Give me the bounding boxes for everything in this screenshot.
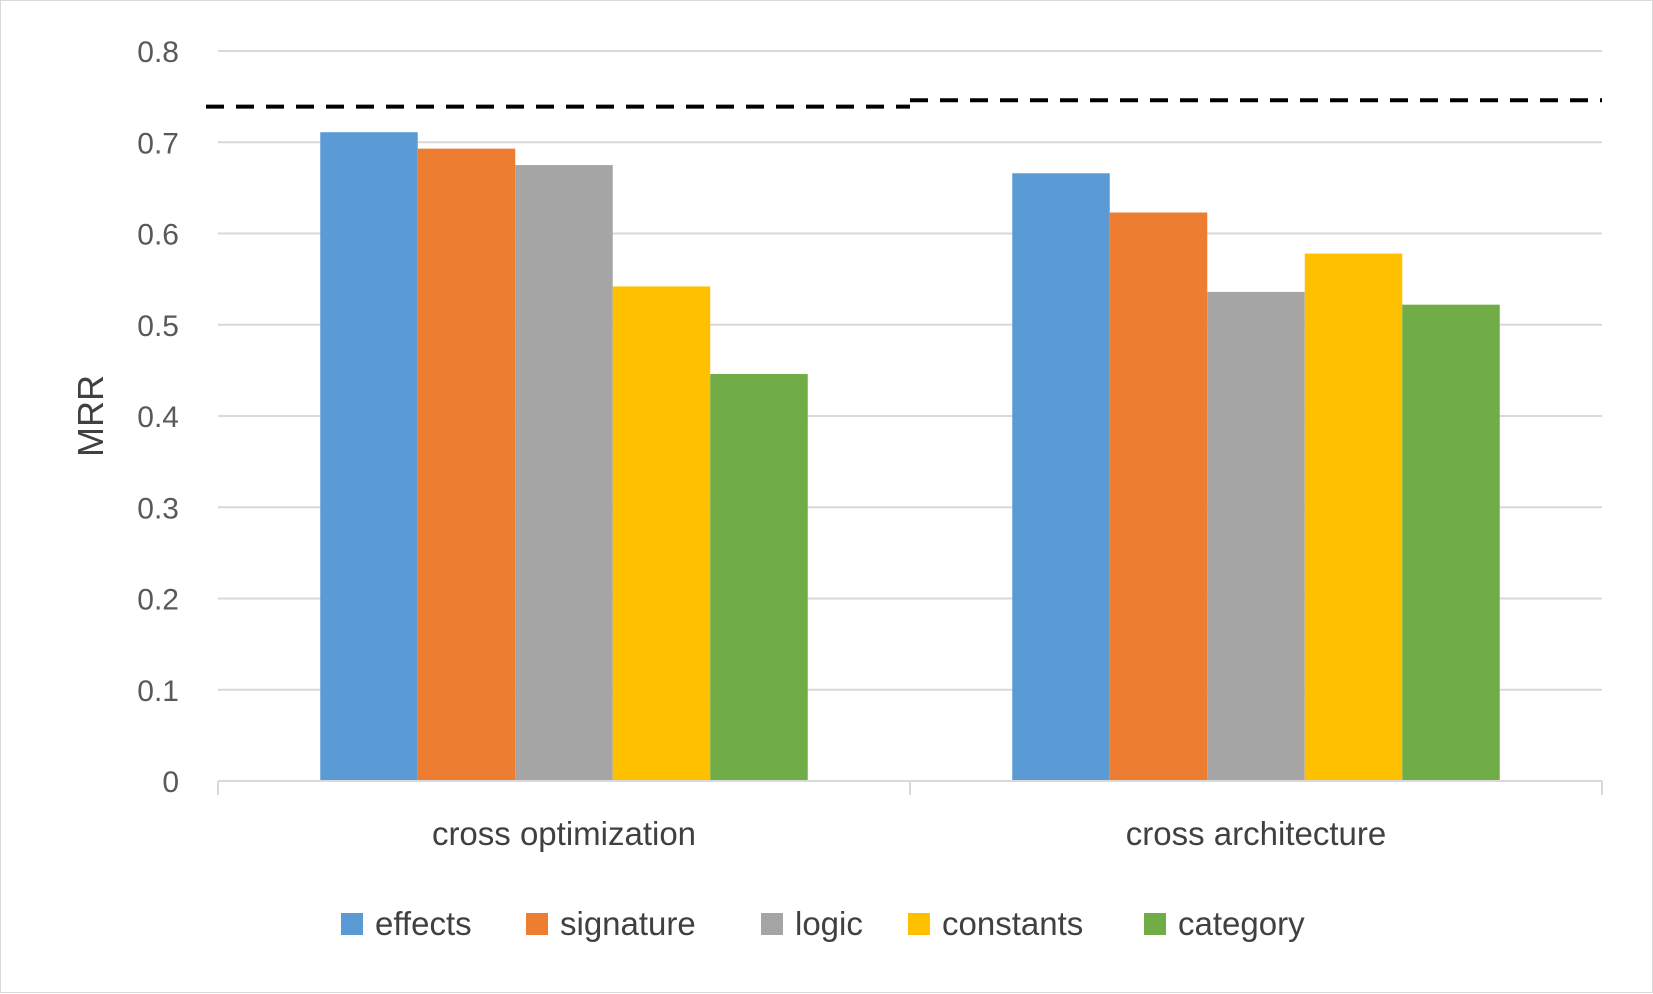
y-axis-title: MRR <box>70 375 111 457</box>
bar-constants <box>1304 253 1403 781</box>
y-tick-label: 0.4 <box>137 401 179 434</box>
legend-label-logic: logic <box>795 905 863 942</box>
bar-effects <box>1012 173 1110 781</box>
reference-lines <box>206 98 1602 109</box>
bar-category <box>1402 304 1500 781</box>
legend: effects signature logic constants category <box>341 905 1305 942</box>
bar-category <box>710 374 808 781</box>
y-axis-ticks: 0 0.1 0.2 0.3 0.4 0.5 0.6 0.7 0.8 <box>137 36 179 799</box>
bars <box>320 132 1500 781</box>
x-axis: cross optimization cross architecture <box>217 780 1603 852</box>
legend-label-signature: signature <box>560 905 696 942</box>
y-tick-label: 0.7 <box>137 127 179 160</box>
legend-swatch-constants <box>908 913 930 935</box>
y-tick-label: 0.3 <box>137 492 179 525</box>
y-tick-label: 0.5 <box>137 310 179 343</box>
legend-swatch-effects <box>341 913 363 935</box>
bar-logic <box>515 165 613 781</box>
legend-label-category: category <box>1178 905 1305 942</box>
y-tick-label: 0.2 <box>137 584 179 617</box>
category-label: cross architecture <box>1126 815 1386 852</box>
y-tick-label: 0.6 <box>137 219 179 252</box>
bar-effects <box>320 132 418 781</box>
category-label: cross optimization <box>432 815 696 852</box>
y-tick-label: 0 <box>162 766 179 799</box>
legend-swatch-signature <box>526 913 548 935</box>
legend-label-constants: constants <box>942 905 1083 942</box>
bar-signature <box>417 148 516 781</box>
legend-swatch-category <box>1144 913 1166 935</box>
y-tick-label: 0.8 <box>137 36 179 69</box>
bar-constants <box>612 286 711 781</box>
bar-logic <box>1207 291 1305 781</box>
legend-label-effects: effects <box>375 905 472 942</box>
y-tick-label: 0.1 <box>137 675 179 708</box>
bar-signature <box>1109 212 1208 781</box>
legend-swatch-logic <box>761 913 783 935</box>
